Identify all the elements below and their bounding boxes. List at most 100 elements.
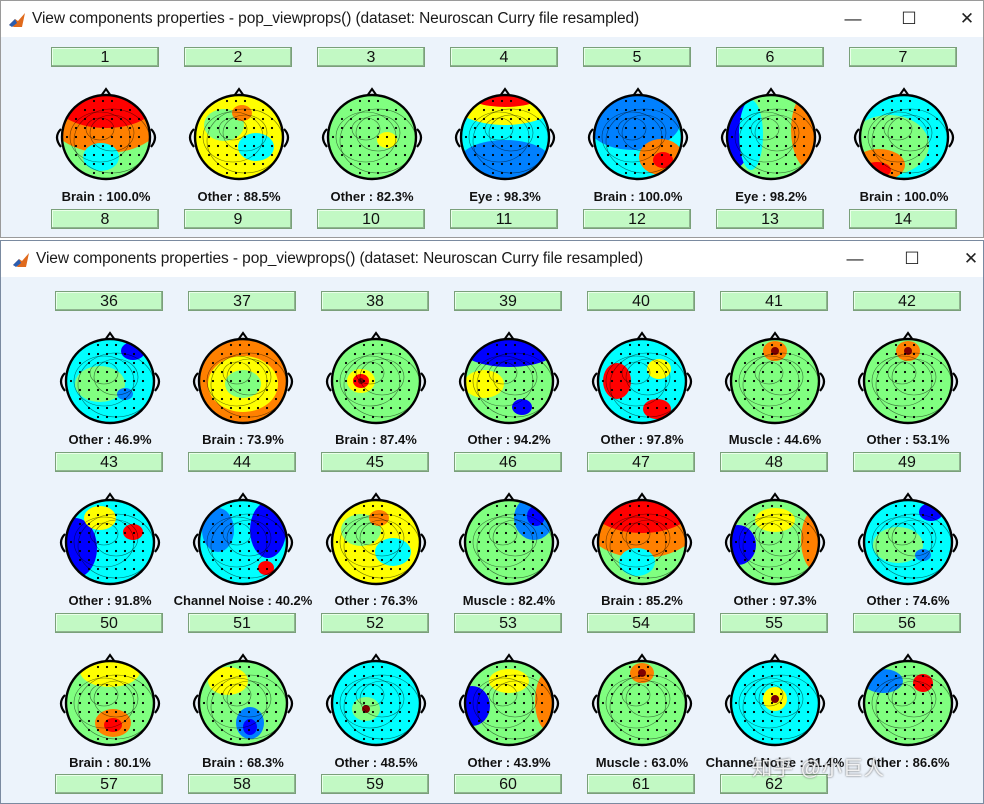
close-button[interactable]: ✕	[959, 9, 975, 28]
scalp-topography[interactable]	[716, 85, 826, 185]
close-button[interactable]: ✕	[963, 249, 979, 268]
scalp-topography[interactable]	[587, 651, 697, 751]
scalp-topography[interactable]	[454, 329, 564, 429]
maximize-button[interactable]: ☐	[901, 9, 917, 28]
component-button[interactable]: 55	[720, 613, 828, 633]
component-button[interactable]: 41	[720, 291, 828, 311]
component-button[interactable]: 3	[317, 47, 425, 67]
component-button[interactable]: 13	[716, 209, 824, 229]
classification-label: Other : 82.3%	[330, 189, 414, 204]
classification-label: Brain : 100.0%	[61, 189, 151, 204]
scalp-topography[interactable]	[184, 85, 294, 185]
component-button[interactable]: 52	[321, 613, 429, 633]
scalp-topography[interactable]	[587, 490, 697, 590]
scalp-topography[interactable]	[55, 490, 165, 590]
scalp-topography[interactable]	[720, 329, 830, 429]
scalp-topography[interactable]	[853, 329, 963, 429]
component-button[interactable]: 8	[51, 209, 159, 229]
component-button[interactable]: 36	[55, 291, 163, 311]
classification-label: Muscle : 82.4%	[462, 593, 556, 608]
component-button[interactable]: 61	[587, 774, 695, 794]
scalp-topography[interactable]	[720, 490, 830, 590]
component-button[interactable]: 42	[853, 291, 961, 311]
component-button[interactable]: 53	[454, 613, 562, 633]
component-button[interactable]: 50	[55, 613, 163, 633]
component-button[interactable]: 38	[321, 291, 429, 311]
scalp-topography[interactable]	[321, 490, 431, 590]
classification-label: Other : 48.5%	[334, 755, 418, 770]
classification-label: Channel Noise : 91.4%	[705, 755, 845, 770]
classification-label: Other : 97.8%	[600, 432, 684, 447]
scalp-topography[interactable]	[321, 651, 431, 751]
scalp-topography[interactable]	[55, 329, 165, 429]
component-button[interactable]: 49	[853, 452, 961, 472]
classification-label: Brain : 87.4%	[335, 432, 417, 447]
maximize-button[interactable]: ☐	[904, 249, 920, 268]
component-button[interactable]: 7	[849, 47, 957, 67]
classification-label: Other : 74.6%	[866, 593, 950, 608]
scalp-topography[interactable]	[454, 651, 564, 751]
front-window-content: 36 37 38 39 40 41 42 Other : 46.9% Brain…	[1, 277, 983, 803]
scalp-topography[interactable]	[317, 85, 427, 185]
component-button[interactable]: 14	[849, 209, 957, 229]
classification-label: Brain : 73.9%	[202, 432, 284, 447]
component-button[interactable]: 59	[321, 774, 429, 794]
component-button[interactable]: 37	[188, 291, 296, 311]
scalp-topography[interactable]	[55, 651, 165, 751]
scalp-topography[interactable]	[587, 329, 697, 429]
component-button[interactable]: 57	[55, 774, 163, 794]
scalp-topography[interactable]	[450, 85, 560, 185]
component-button[interactable]: 1	[51, 47, 159, 67]
scalp-topography[interactable]	[583, 85, 693, 185]
component-button[interactable]: 54	[587, 613, 695, 633]
back-window-titlebar[interactable]: View components properties - pop_viewpro…	[1, 1, 983, 37]
classification-label: Other : 97.3%	[733, 593, 817, 608]
component-button[interactable]: 11	[450, 209, 558, 229]
scalp-topography[interactable]	[321, 329, 431, 429]
minimize-button[interactable]: —	[846, 249, 864, 268]
component-button[interactable]: 4	[450, 47, 558, 67]
scalp-topography[interactable]	[853, 490, 963, 590]
scalp-topography[interactable]	[454, 490, 564, 590]
component-button[interactable]: 2	[184, 47, 292, 67]
classification-label: Brain : 85.2%	[601, 593, 683, 608]
classification-label: Other : 76.3%	[334, 593, 418, 608]
scalp-topography[interactable]	[51, 85, 161, 185]
classification-label: Eye : 98.3%	[469, 189, 541, 204]
minimize-button[interactable]: —	[844, 9, 862, 28]
component-button[interactable]: 12	[583, 209, 691, 229]
scalp-topography[interactable]	[188, 329, 298, 429]
scalp-topography[interactable]	[188, 651, 298, 751]
component-button[interactable]: 39	[454, 291, 562, 311]
component-button[interactable]: 58	[188, 774, 296, 794]
classification-label: Brain : 100.0%	[859, 189, 949, 204]
component-button[interactable]: 10	[317, 209, 425, 229]
component-button[interactable]: 46	[454, 452, 562, 472]
component-button[interactable]: 62	[720, 774, 828, 794]
classification-label: Other : 91.8%	[68, 593, 152, 608]
component-button[interactable]: 45	[321, 452, 429, 472]
component-button[interactable]: 9	[184, 209, 292, 229]
component-button[interactable]: 51	[188, 613, 296, 633]
component-button[interactable]: 60	[454, 774, 562, 794]
front-window-titlebar[interactable]: View components properties - pop_viewpro…	[1, 241, 983, 277]
component-button[interactable]: 40	[587, 291, 695, 311]
matlab-icon	[8, 11, 26, 29]
classification-label: Other : 86.6%	[866, 755, 950, 770]
classification-label: Other : 88.5%	[197, 189, 281, 204]
component-button[interactable]: 5	[583, 47, 691, 67]
scalp-topography[interactable]	[720, 651, 830, 751]
component-button[interactable]: 43	[55, 452, 163, 472]
component-button[interactable]: 47	[587, 452, 695, 472]
component-button[interactable]: 56	[853, 613, 961, 633]
matlab-icon	[12, 251, 30, 269]
classification-label: Eye : 98.2%	[735, 189, 807, 204]
classification-label: Brain : 68.3%	[202, 755, 284, 770]
component-button[interactable]: 44	[188, 452, 296, 472]
scalp-topography[interactable]	[849, 85, 959, 185]
scalp-topography[interactable]	[853, 651, 963, 751]
scalp-topography[interactable]	[188, 490, 298, 590]
component-button[interactable]: 6	[716, 47, 824, 67]
classification-label: Other : 94.2%	[467, 432, 551, 447]
component-button[interactable]: 48	[720, 452, 828, 472]
